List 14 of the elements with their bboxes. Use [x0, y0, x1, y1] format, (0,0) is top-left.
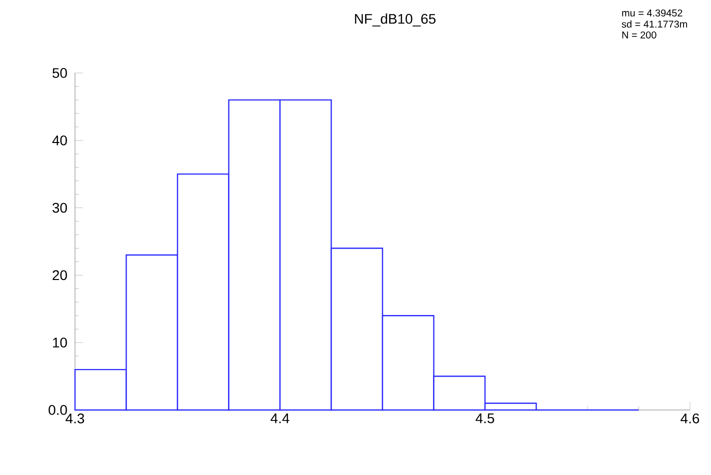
- x-tick-label: 4.5: [476, 414, 494, 424]
- x-tick-label: 4.4: [270, 414, 290, 424]
- y-tick-label: 20: [52, 270, 67, 280]
- text: N = 200: [622, 31, 656, 39]
- chart-title: NF_dB10_65: [355, 14, 436, 26]
- text: mu = 4.39452: [622, 9, 682, 17]
- y-tick-label: 50: [52, 68, 67, 78]
- y-tick-label: 10: [53, 338, 67, 348]
- y-tick-label: 30: [52, 202, 67, 213]
- x-tick-label: 4.6: [680, 413, 700, 424]
- text: sd = 41.1773m: [622, 20, 688, 28]
- x-tick-label: 4.3: [66, 413, 84, 424]
- y-tick-label: 40: [52, 135, 67, 146]
- y-tick-label: 0.0: [48, 405, 67, 415]
